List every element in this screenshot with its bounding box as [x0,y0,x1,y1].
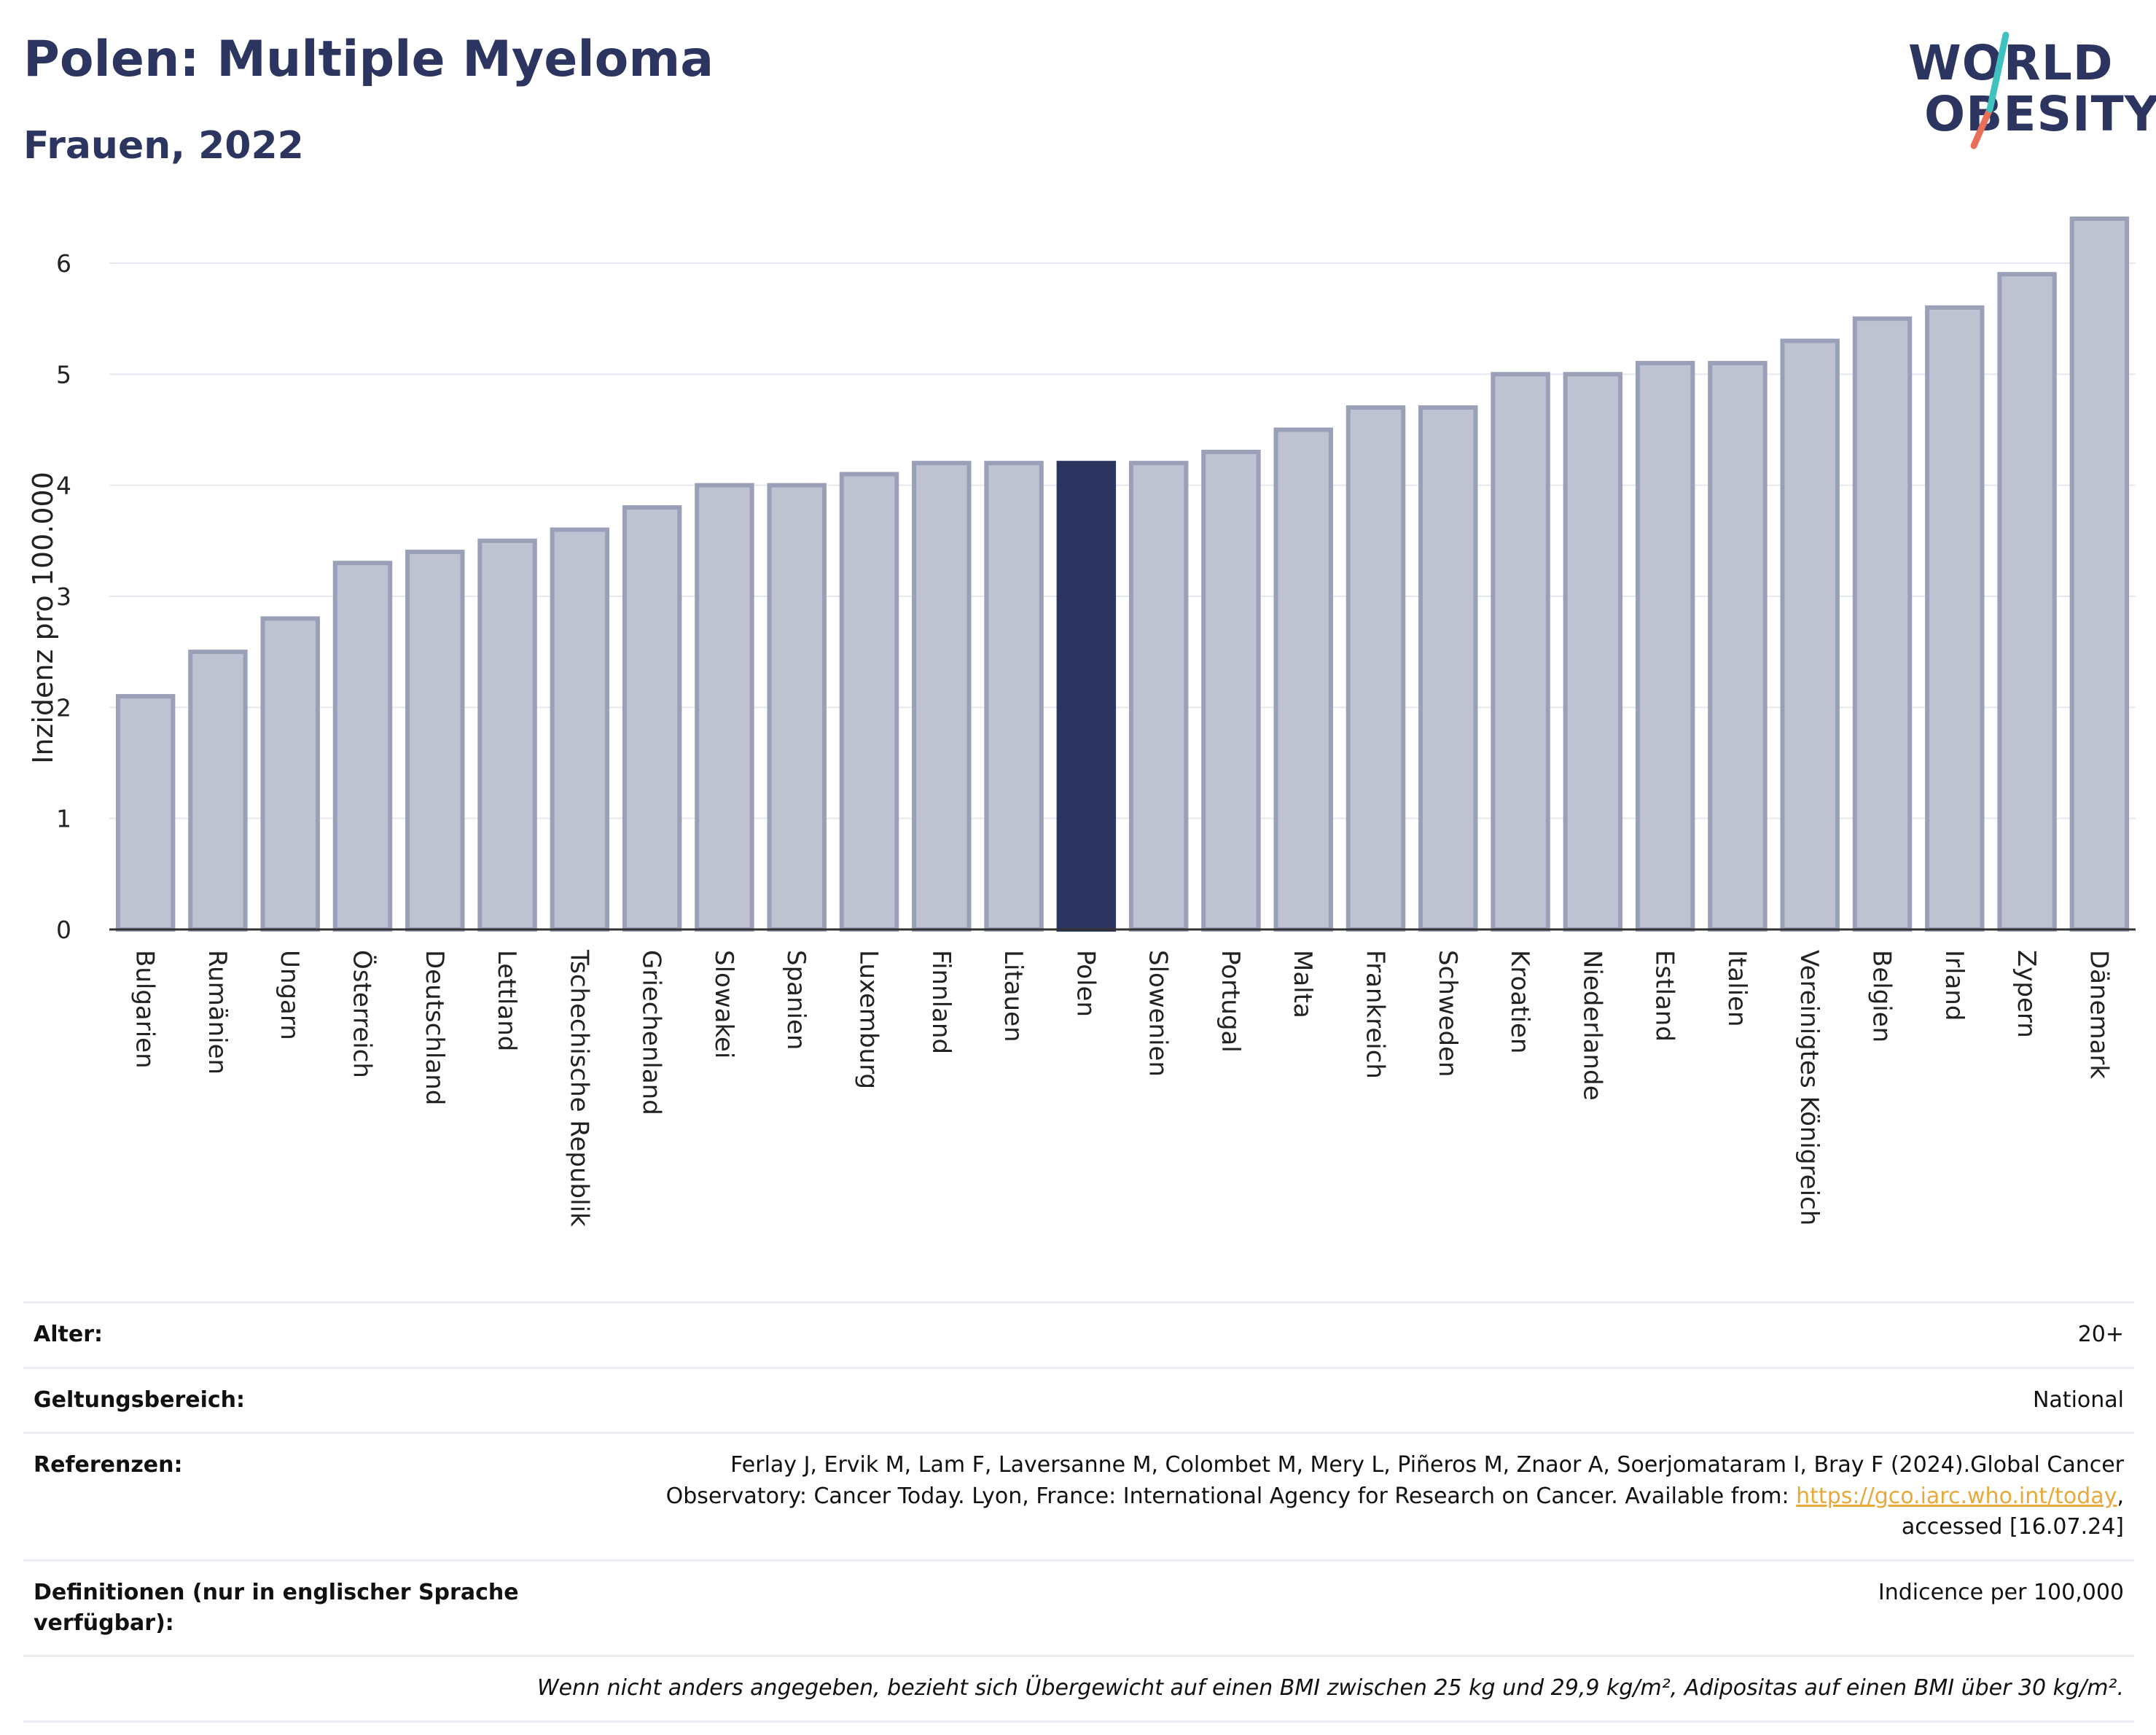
bar-finnland [912,461,972,932]
x-tick-label: Finnland [926,950,956,1054]
x-tick-label: Griechenland [637,950,666,1115]
definitions-label: Definitionen (nur in englischer Sprache … [34,1579,519,1636]
scope-value: National [2032,1387,2124,1413]
bars [115,217,2130,932]
x-tick-label: Deutschland [420,950,449,1105]
x-tick-label: Litauen [999,950,1028,1042]
bar-litauen [984,461,1044,932]
x-axis-ticks: Bulgarien Rumänien Ungarn Österreich Deutsch… [130,949,2114,1227]
x-tick-label: Polen [1071,950,1100,1017]
definitions-value: Indicence per 100,000 [1878,1579,2124,1605]
bar-vereinigtes-königreich [1780,338,1840,932]
y-tick-label: 4 [56,472,71,500]
bar-polen [1056,461,1117,932]
x-tick-label: Vereinigtes Königreich [1794,950,1824,1225]
bar-irland [1925,305,1985,932]
bar-österreich [332,561,393,932]
info-row-references: Referenzen: Ferlay J, Ervik M, Lam F, La… [23,1432,2134,1559]
bar-italien [1708,361,1768,932]
bar-niederlande [1563,372,1623,932]
world-obesity-logo: WORLD OBESITY [1895,29,2156,160]
scope-label: Geltungsbereich: [34,1387,246,1413]
x-tick-label: Estland [1650,950,1679,1042]
y-axis-label: Inzidenz pro 100.000 [27,472,59,764]
info-row-definitions: Definitionen (nur in englischer Sprache … [23,1559,2134,1655]
bar-luxemburg [839,472,899,932]
reference-text-4: accessed [16.07.24] [1901,1514,2124,1540]
x-tick-label: Spanien [781,950,811,1050]
references-value: Ferlay J, Ervik M, Lam F, Laversanne M, … [544,1450,2124,1543]
info-row-age: Alter: 20+ [23,1301,2134,1367]
bar-slowakei [695,483,754,932]
bar-deutschland [405,550,465,932]
bar-belgien [1852,316,1913,932]
age-label: Alter: [34,1322,103,1347]
x-tick-label: Slowenien [1144,950,1173,1077]
x-tick-label: Lettland [492,950,521,1051]
y-tick-label: 0 [56,916,71,944]
reference-text-2: Observatory: Cancer Today. Lyon, France:… [665,1483,1797,1509]
bar-schweden [1418,405,1478,932]
bar-malta [1273,427,1333,932]
bar-dänemark [2069,217,2130,932]
bar-chart: 0 1 2 3 4 5 6 Bulgarien Rumänien Ungarn Österreic… [27,217,2136,1227]
x-tick-label: Belgien [1867,950,1897,1042]
x-tick-label: Slowakei [709,950,738,1058]
x-tick-label: Österreich [348,950,378,1078]
info-row-scope: Geltungsbereich: National [23,1366,2134,1432]
x-tick-label: Niederlande [1577,950,1606,1101]
x-tick-label: Portugal [1216,950,1245,1053]
x-tick-label: Ungarn [275,950,304,1040]
page-subtitle: Frauen, 2022 [23,124,304,168]
x-tick-label: Zypern [2012,950,2041,1038]
x-tick-label: Tschechische Republik [564,949,593,1227]
bar-kroatien [1491,372,1550,932]
logo-line-1: WORLD [1908,35,2114,91]
x-tick-label: Frankreich [1361,950,1390,1079]
reference-text-3: , [2117,1483,2124,1509]
logo-slash-icon [1970,31,2009,149]
page-title: Polen: Multiple Myeloma [23,31,714,88]
x-tick-label: Kroatien [1505,950,1534,1053]
bar-frankreich [1345,405,1406,932]
x-tick-label: Schweden [1433,950,1462,1077]
bar-griechenland [622,505,682,932]
bar-bulgarien [115,694,176,932]
bar-tschechische-republik [550,527,610,932]
bar-portugal [1201,449,1261,932]
y-tick-label: 6 [56,249,71,278]
bar-ungarn [260,616,320,932]
y-tick-label: 3 [56,582,71,611]
bar-spanien [767,483,827,932]
references-label: Referenzen: [34,1452,183,1478]
x-tick-label: Bulgarien [130,950,160,1069]
reference-link[interactable]: https://gco.iarc.who.int/today [1796,1483,2117,1509]
x-tick-label: Irland [1940,950,1969,1021]
info-row-note: Wenn nicht anders angegeben, bezieht sic… [23,1654,2134,1723]
x-tick-label: Malta [1288,950,1317,1018]
age-value: 20+ [2077,1322,2124,1347]
reference-text-1: Ferlay J, Ervik M, Lam F, Laversanne M, … [730,1452,2124,1478]
y-tick-label: 2 [56,693,71,722]
info-table: Alter: 20+ Geltungsbereich: National Ref… [23,1301,2134,1723]
bar-slowenien [1128,461,1189,932]
x-tick-label: Dänemark [2084,950,2113,1079]
y-tick-label: 5 [56,360,71,389]
x-tick-label: Rumänien [203,950,232,1075]
bar-estland [1635,361,1695,932]
bmi-note: Wenn nicht anders angegeben, bezieht sic… [536,1674,2124,1701]
logo-line-2: OBESITY [1924,86,2156,142]
bar-zypern [1997,272,2057,932]
bar-rumänien [188,650,248,932]
x-tick-label: Italien [1722,950,1751,1027]
bar-lettland [477,538,537,932]
x-tick-label: Luxemburg [854,950,883,1089]
y-axis-ticks: 0 1 2 3 4 5 6 [56,249,71,944]
y-tick-label: 1 [56,805,71,833]
